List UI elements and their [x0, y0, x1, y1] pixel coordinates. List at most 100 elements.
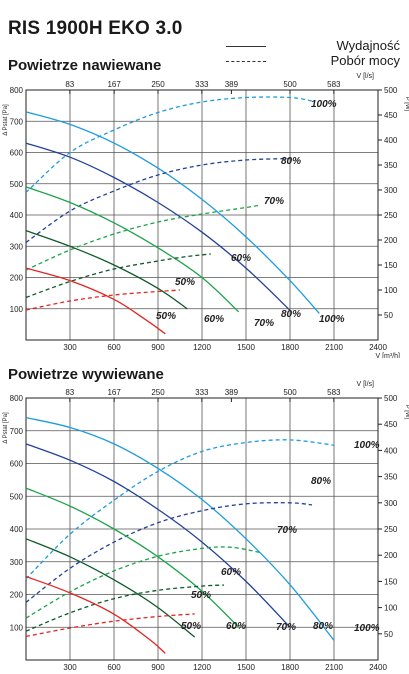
power-curve-70pct — [25, 204, 261, 271]
power-curve-100pct — [25, 96, 313, 193]
chart-exhaust-air: 83 167 250 333 389 500 583 V [l/s] 300 600 900 1200… — [3, 381, 409, 672]
y2-axis-title: P [W] — [404, 405, 409, 420]
top-axis-tick-label: 167 — [107, 388, 121, 397]
y-tick-label: 400 — [10, 525, 24, 534]
power-curve-label: 80% — [311, 476, 331, 487]
legend-label-power: Pobór mocy — [330, 53, 400, 68]
top-axis-tick-label: 583 — [327, 80, 341, 89]
y-tick-label: 400 — [10, 211, 24, 220]
y2-tick-label: 50 — [384, 311, 393, 320]
power-curve-label: 60% — [231, 253, 251, 264]
y-tick-label: 200 — [10, 591, 24, 600]
top-axis-tick-label: 250 — [151, 80, 165, 89]
x-tick-label: 1200 — [193, 663, 211, 672]
y-tick-label: 100 — [10, 305, 24, 314]
y2-tick-label: 100 — [384, 604, 398, 613]
y2-tick-label: 500 — [384, 86, 398, 95]
pressure-curve-60pct — [25, 229, 188, 310]
y2-tick-label: 200 — [384, 236, 398, 245]
y-tick-label: 200 — [10, 274, 24, 283]
top-axis-tick-label: 250 — [151, 388, 165, 397]
pressure-curve-label: 50% — [156, 311, 176, 322]
y-tick-label: 500 — [10, 180, 24, 189]
x-tick-label: 2100 — [325, 343, 343, 352]
legend-solid-line — [226, 46, 266, 47]
y-tick-label: 600 — [10, 149, 24, 158]
power-curve-50pct — [25, 289, 181, 311]
y2-tick-label: 350 — [384, 161, 398, 170]
legend-label-capacity: Wydajność — [336, 38, 400, 53]
top-axis-title: V [l/s] — [356, 381, 374, 388]
y2-tick-label: 400 — [384, 136, 398, 145]
pressure-curve-label: 80% — [313, 621, 333, 632]
top-axis-tick-label: 333 — [195, 80, 209, 89]
power-curve-100pct — [25, 439, 335, 580]
pressure-curve-70pct — [25, 487, 240, 628]
x-tick-label: 300 — [63, 663, 77, 672]
pressure-curve-50pct — [25, 575, 166, 654]
power-curve-50pct — [25, 613, 195, 638]
y2-tick-label: 350 — [384, 473, 398, 482]
legend-item-capacity: Wydajność — [222, 38, 402, 54]
x-tick-label: 600 — [107, 343, 121, 352]
y2-tick-label: 150 — [384, 261, 398, 270]
y2-tick-label: 300 — [384, 186, 398, 195]
y-tick-label: 700 — [10, 427, 24, 436]
pressure-curve-label: 60% — [226, 621, 246, 632]
chart-title-exhaust: Powietrze wywiewane — [8, 366, 164, 383]
power-curve-label: 80% — [281, 156, 301, 167]
power-curve-70pct — [25, 546, 261, 619]
power-curve-60pct — [25, 253, 211, 299]
y2-tick-label: 250 — [384, 525, 398, 534]
page-title: RIS 1900H EKO 3.0 — [8, 18, 183, 39]
x-tick-label: 300 — [63, 343, 77, 352]
x-tick-label: 1200 — [193, 343, 211, 352]
legend-dashed-line — [226, 61, 266, 62]
legend: Wydajność Pobór mocy — [222, 36, 402, 70]
y2-tick-label: 200 — [384, 551, 398, 560]
pressure-curve-100pct — [25, 416, 335, 641]
power-curve-label: 50% — [175, 277, 195, 288]
top-axis-tick-label: 333 — [195, 388, 209, 397]
y-tick-label: 600 — [10, 460, 24, 469]
pressure-curve-50pct — [25, 267, 166, 335]
power-curve-label: 100% — [354, 440, 380, 451]
chart-supply-air: 83 167 250 333 389 500 583 V [l/s] 300 600 900 1200… — [3, 73, 409, 358]
y-tick-label: 700 — [10, 117, 24, 126]
power-curve-label: 60% — [221, 567, 241, 578]
x-tick-label: 900 — [151, 663, 165, 672]
top-axis-title: V [l/s] — [356, 73, 374, 80]
top-axis-tick-label: 583 — [327, 388, 341, 397]
y2-tick-label: 50 — [384, 630, 393, 639]
y2-tick-label: 450 — [384, 420, 398, 429]
y-tick-label: 800 — [10, 86, 24, 95]
power-curve-label: 100% — [311, 99, 337, 110]
pressure-curve-60pct — [25, 538, 196, 638]
x-tick-label: 2100 — [325, 663, 343, 672]
y-tick-label: 100 — [10, 623, 24, 632]
top-axis-tick-label: 83 — [65, 388, 74, 397]
x-tick-label: 600 — [107, 663, 121, 672]
y2-tick-label: 450 — [384, 111, 398, 120]
pressure-curve-label: 70% — [276, 622, 296, 633]
x-axis-title: V [m³/h] — [375, 353, 400, 358]
y-tick-label: 500 — [10, 492, 24, 501]
pressure-curve-label: 100% — [319, 314, 345, 325]
y2-tick-label: 300 — [384, 499, 398, 508]
x-tick-label: 1800 — [281, 343, 299, 352]
power-curve-80pct — [25, 502, 313, 603]
pressure-curve-label: 60% — [204, 314, 224, 325]
y-axis-title: Δ Pstat [Pa] — [3, 104, 9, 136]
pressure-curve-label: 70% — [254, 318, 274, 329]
chart-title-supply: Powietrze nawiewane — [8, 57, 162, 74]
y-tick-label: 300 — [10, 242, 24, 251]
x-tick-label: 900 — [151, 343, 165, 352]
top-axis-tick-label: 83 — [65, 80, 74, 89]
y2-axis-title: P [W] — [404, 97, 409, 112]
power-curve-label: 50% — [191, 590, 211, 601]
pressure-curve-label: 80% — [281, 309, 301, 320]
top-axis-tick-label: 389 — [225, 80, 239, 89]
y2-tick-label: 150 — [384, 577, 398, 586]
y2-tick-label: 500 — [384, 394, 398, 403]
power-curve-label: 70% — [277, 525, 297, 536]
